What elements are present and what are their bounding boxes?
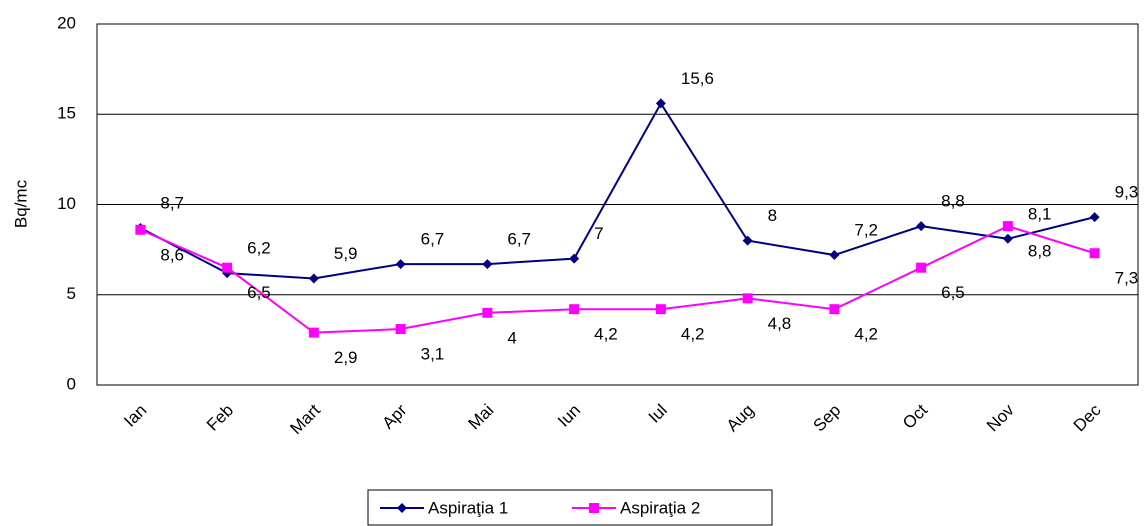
data-label: 8,8 [1028, 242, 1052, 261]
marker [829, 250, 840, 261]
x-tick-label: Feb [203, 401, 237, 435]
marker [829, 304, 840, 315]
data-label: 6,7 [421, 230, 445, 249]
marker [135, 224, 146, 235]
legend-label: Aspiraţia 1 [428, 498, 508, 517]
marker [222, 262, 233, 273]
data-label: 8,1 [1028, 204, 1052, 223]
data-label: 6,2 [247, 239, 271, 258]
marker [1002, 233, 1013, 244]
marker [916, 221, 927, 232]
marker [308, 327, 319, 338]
legend-box [367, 489, 773, 526]
marker [395, 324, 406, 335]
marker [742, 293, 753, 304]
marker [1002, 221, 1013, 232]
data-label: 4,2 [594, 325, 618, 344]
legend-label: Aspiraţia 2 [620, 498, 700, 517]
marker [1089, 212, 1100, 223]
data-label: 3,1 [421, 345, 445, 364]
marker [482, 307, 493, 318]
series-line [139, 225, 1095, 334]
data-label: 8,6 [160, 245, 184, 264]
x-tick-label: Iun [554, 401, 584, 431]
y-tick-label: 0 [67, 374, 76, 393]
x-tick-label: Oct [899, 400, 931, 432]
marker [482, 259, 493, 270]
legend: Aspiraţia 1 Aspiraţia 2 [367, 489, 773, 526]
data-label: 4,2 [854, 325, 878, 344]
marker [1089, 248, 1100, 259]
x-tick-label: Apr [378, 400, 410, 432]
x-tick-label: Iul [645, 401, 671, 427]
y-axis-label: Bq/mc [11, 179, 30, 228]
plot-border [96, 23, 1139, 386]
data-label: 6,7 [507, 230, 531, 249]
data-label: 8,8 [941, 192, 965, 211]
x-tick-label: Ian [120, 401, 150, 431]
data-label: 7,3 [1115, 269, 1139, 288]
x-tick-label: Sep [810, 401, 845, 436]
data-label: 7 [594, 224, 603, 243]
y-tick-label: 10 [57, 194, 76, 213]
marker [395, 259, 406, 270]
marker [589, 503, 599, 513]
data-label: 2,9 [334, 348, 358, 367]
data-label: 8 [768, 206, 777, 225]
marker [655, 98, 666, 109]
marker [742, 235, 753, 246]
y-tick-label: 5 [67, 284, 76, 303]
marker [397, 503, 407, 513]
marker [569, 304, 580, 315]
x-tick-label: Aug [723, 401, 758, 436]
marker [308, 273, 319, 284]
data-label: 4,2 [681, 325, 705, 344]
x-tick-label: Mai [465, 401, 498, 434]
marker [655, 304, 666, 315]
data-label: 15,6 [681, 69, 714, 88]
x-tick-label: Nov [983, 400, 1018, 435]
data-label: 6,5 [247, 283, 271, 302]
data-label: 5,9 [334, 244, 358, 263]
data-label: 7,2 [854, 221, 878, 240]
marker [916, 262, 927, 273]
data-label: 4,8 [768, 314, 792, 333]
data-label: 6,5 [941, 283, 965, 302]
y-tick-label: 20 [57, 13, 76, 32]
data-label: 9,3 [1115, 183, 1139, 202]
marker [569, 253, 580, 264]
y-tick-label: 15 [57, 104, 76, 123]
x-tick-label: Dec [1070, 400, 1105, 435]
x-tick-label: Mart [286, 400, 324, 438]
series-line [139, 101, 1095, 280]
data-label: 4 [507, 328, 516, 347]
data-label: 8,7 [160, 193, 184, 212]
